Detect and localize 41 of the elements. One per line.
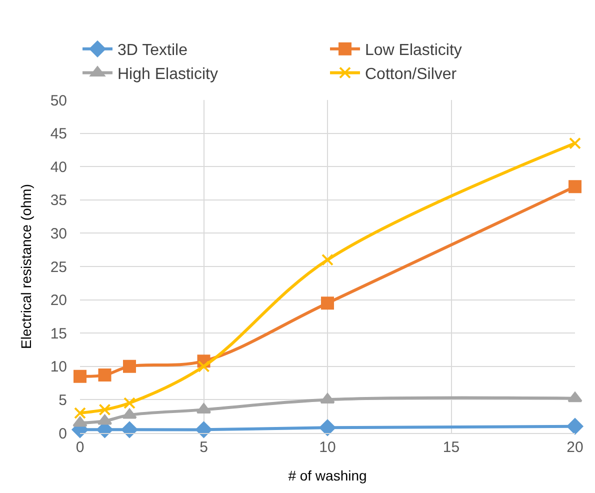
legend-label: High Elasticity <box>118 66 218 83</box>
y-tick-label: 15 <box>50 325 67 342</box>
x-tick-label: 5 <box>200 439 208 456</box>
y-tick-label: 10 <box>50 358 67 376</box>
point <box>569 137 581 150</box>
legend-label: 3D Textile <box>118 42 188 60</box>
y-tick-label: 35 <box>50 192 67 210</box>
point <box>568 180 582 194</box>
point <box>321 296 334 310</box>
y-tick-label: 25 <box>50 258 67 276</box>
legend-label: Cotton/Silver <box>365 66 458 83</box>
point <box>98 404 111 416</box>
point <box>319 420 336 436</box>
point <box>198 360 210 372</box>
point <box>320 393 335 404</box>
point <box>122 408 137 419</box>
point <box>124 397 136 410</box>
x-tick-label: 10 <box>319 439 336 456</box>
y-tick-label: 30 <box>50 225 67 242</box>
x-axis-title: # of washing <box>288 467 367 484</box>
point <box>121 422 138 438</box>
y-tick-label: 5 <box>58 392 67 409</box>
point <box>568 392 582 402</box>
point <box>74 370 86 383</box>
point <box>123 360 136 373</box>
x-tick-label: 20 <box>566 439 584 456</box>
point <box>98 368 112 382</box>
y-axis-title: Electrical resistance (ohm) <box>18 184 34 349</box>
point <box>74 407 86 420</box>
point <box>72 416 88 427</box>
point <box>322 254 334 266</box>
y-tick-label: 0 <box>58 425 67 442</box>
y-tick-label: 20 <box>50 292 67 310</box>
point <box>566 418 584 434</box>
point <box>196 422 212 438</box>
x-tick-label: 15 <box>442 439 460 456</box>
legend-label: Low Elasticity <box>365 42 462 60</box>
y-tick-label: 40 <box>50 158 67 176</box>
y-tick-label: 45 <box>50 126 67 143</box>
y-tick-label: 50 <box>50 92 67 110</box>
x-tick-label: 0 <box>76 439 84 456</box>
